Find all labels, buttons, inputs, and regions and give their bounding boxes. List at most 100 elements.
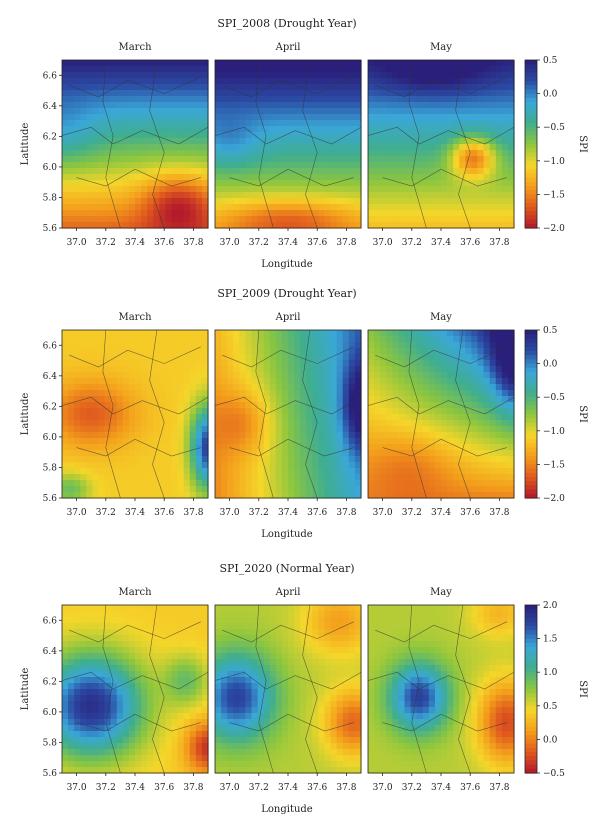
heatmap-cell [233, 96, 240, 103]
heatmap-cell [453, 384, 460, 391]
heatmap-cell [404, 480, 412, 487]
heatmap-cell [368, 462, 375, 469]
heatmap-cell [404, 378, 412, 385]
heatmap-cell [507, 222, 515, 229]
heatmap-cell [141, 713, 148, 720]
heatmap-cell [306, 126, 313, 133]
heatmap-cell [165, 480, 173, 487]
heatmap-cell [269, 222, 277, 229]
heatmap-cell [128, 719, 136, 726]
heatmap-cell [92, 486, 100, 493]
heatmap-cell [465, 384, 473, 391]
heatmap-cell [122, 426, 130, 433]
heatmap-cell [86, 96, 94, 103]
heatmap-cell [86, 108, 94, 115]
heatmap-cell [68, 210, 75, 217]
heatmap-cell [68, 629, 75, 636]
heatmap-cell [183, 749, 191, 756]
heatmap-cell [483, 480, 491, 487]
heatmap-cell [294, 426, 301, 433]
colorbar-segment [525, 409, 537, 415]
heatmap-cell [306, 138, 313, 145]
heatmap-cell [447, 414, 454, 421]
heatmap-cell [459, 186, 466, 193]
heatmap-cell [416, 180, 424, 187]
heatmap-cell [380, 90, 387, 97]
heatmap-cell [80, 402, 87, 409]
heatmap-cell [483, 192, 491, 199]
heatmap-cell [165, 126, 173, 133]
heatmap-cell [147, 689, 154, 696]
heatmap-cell [392, 144, 400, 151]
heatmap-cell [318, 420, 326, 427]
heatmap-cell [147, 432, 154, 439]
heatmap-cell [122, 665, 130, 672]
heatmap-cell [489, 474, 497, 481]
heatmap-cell [147, 156, 154, 163]
heatmap-cell [116, 426, 124, 433]
heatmap-cell [201, 162, 209, 169]
heatmap-cell [257, 84, 265, 91]
heatmap-cell [116, 210, 124, 217]
heatmap-cell [135, 695, 142, 702]
heatmap-cell [147, 72, 154, 79]
heatmap-cell [330, 348, 338, 355]
heatmap-cell [416, 132, 424, 139]
heatmap-cell [368, 360, 375, 367]
heatmap-cell [189, 755, 197, 762]
heatmap-cell [269, 78, 277, 85]
heatmap-cell [392, 132, 400, 139]
heatmap-cell [342, 66, 350, 73]
heatmap-cell [281, 126, 289, 133]
heatmap-cell [116, 168, 124, 175]
colorbar-segment [525, 215, 537, 221]
heatmap-cell [183, 719, 191, 726]
heatmap-cell [251, 150, 259, 157]
heatmap-cell [74, 731, 81, 738]
heatmap-cell [128, 384, 136, 391]
heatmap-cell [122, 456, 130, 463]
heatmap-cell [324, 108, 332, 115]
heatmap-cell [68, 617, 75, 624]
heatmap-cell [62, 84, 69, 91]
heatmap-cell [122, 138, 130, 145]
heatmap-cell [348, 216, 356, 223]
chart-title: SPI_2008 (Drought Year) [217, 17, 356, 30]
heatmap-cell [318, 366, 326, 373]
heatmap-cell [221, 462, 228, 469]
heatmap-cell [141, 725, 148, 732]
heatmap-cell [141, 192, 148, 199]
heatmap-cell [98, 90, 106, 97]
heatmap-cell [428, 414, 436, 421]
heatmap-cell [354, 492, 362, 499]
heatmap-cell [215, 84, 222, 91]
heatmap-cell [215, 384, 222, 391]
heatmap-cell [342, 450, 350, 457]
heatmap-cell [434, 96, 442, 103]
heatmap-cell [380, 414, 387, 421]
heatmap-cell [221, 336, 228, 343]
heatmap-cell [374, 330, 381, 337]
heatmap-cell [215, 168, 222, 175]
heatmap-cell [465, 426, 473, 433]
heatmap-cell [404, 414, 412, 421]
heatmap-cell [215, 342, 222, 349]
heatmap-cell [122, 408, 130, 415]
heatmap-cell [92, 737, 100, 744]
heatmap-cell [428, 462, 436, 469]
heatmap-cell [245, 474, 253, 481]
heatmap-cell [92, 144, 100, 151]
heatmap-cell [471, 96, 479, 103]
heatmap-cell [141, 665, 148, 672]
heatmap-cell [86, 737, 94, 744]
heatmap-cell [98, 659, 106, 666]
heatmap-cell [165, 360, 173, 367]
heatmap-cell [386, 348, 393, 355]
heatmap-cell [465, 210, 473, 217]
heatmap-cell [153, 677, 160, 684]
heatmap-cell [410, 198, 418, 205]
heatmap-cell [221, 414, 228, 421]
heatmap-cell [141, 210, 148, 217]
heatmap-cell [98, 414, 106, 421]
colorbar-segment [525, 173, 537, 179]
